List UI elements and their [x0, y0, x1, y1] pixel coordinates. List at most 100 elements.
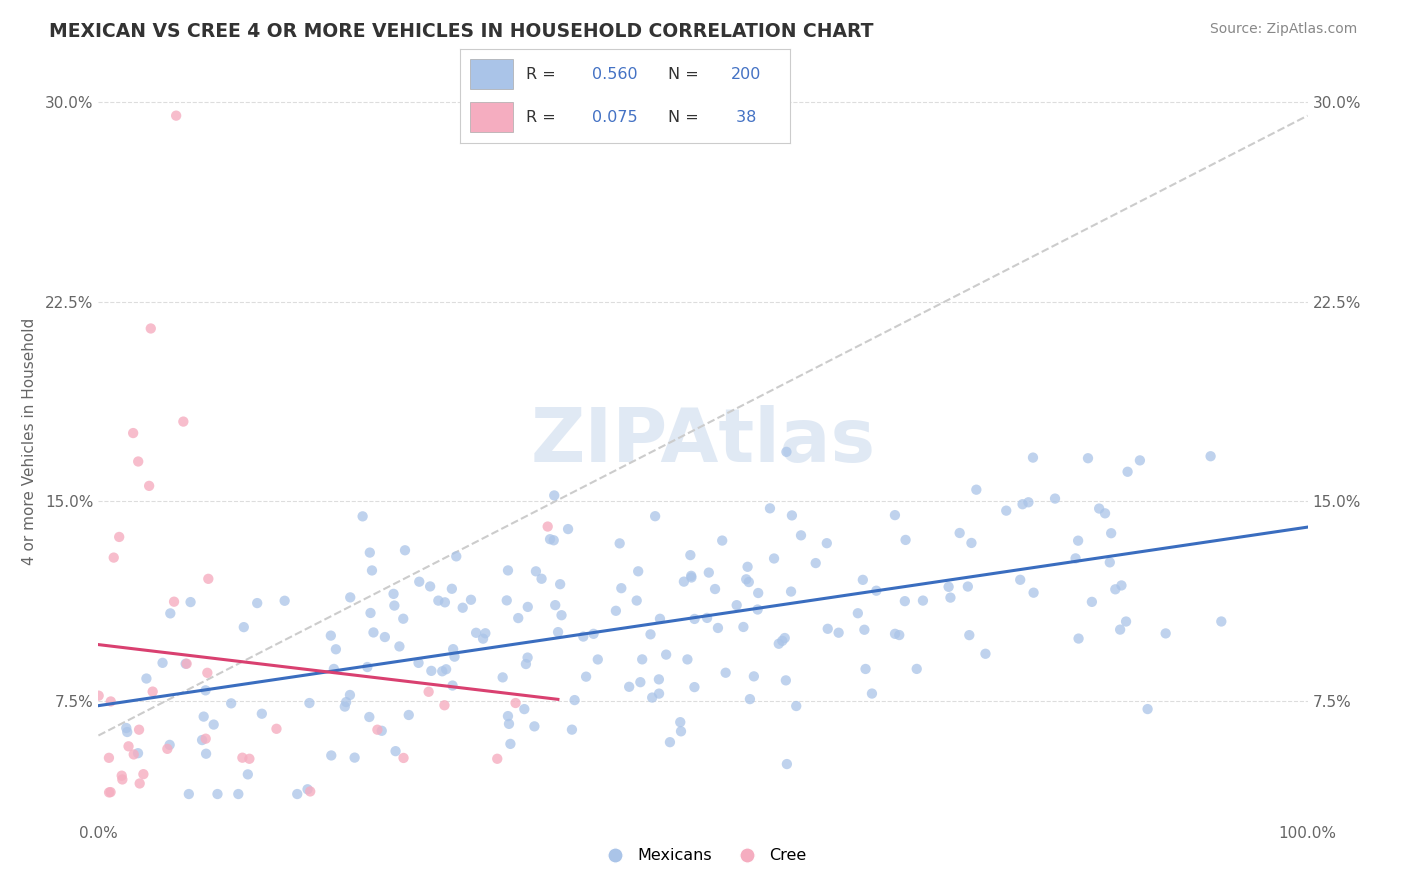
Point: [572, 630, 595, 644]
Point: [202, 717, 225, 731]
Point: [780, 584, 803, 599]
Point: [515, 657, 537, 671]
Point: [298, 696, 321, 710]
Point: [194, 683, 217, 698]
Point: [537, 519, 560, 533]
Point: [111, 769, 134, 783]
Point: [117, 739, 139, 754]
Point: [543, 488, 565, 502]
Point: [681, 569, 703, 583]
Text: 200: 200: [731, 67, 761, 82]
Point: [644, 509, 666, 524]
Point: [609, 536, 631, 550]
Point: [505, 696, 527, 710]
Text: 0.075: 0.075: [592, 110, 637, 125]
Point: [516, 599, 538, 614]
Point: [516, 650, 538, 665]
Point: [655, 648, 678, 662]
Point: [122, 425, 145, 440]
Point: [956, 580, 979, 594]
Point: [128, 723, 150, 737]
Point: [398, 708, 420, 723]
Point: [669, 715, 692, 730]
Point: [548, 577, 571, 591]
Point: [681, 570, 703, 584]
Point: [561, 723, 583, 737]
Point: [238, 752, 260, 766]
Point: [108, 530, 131, 544]
Point: [441, 679, 464, 693]
Point: [103, 550, 125, 565]
Point: [495, 593, 517, 607]
Point: [465, 625, 488, 640]
Point: [172, 415, 194, 429]
Point: [960, 536, 983, 550]
Point: [432, 665, 454, 679]
Point: [669, 724, 692, 739]
Point: [763, 551, 786, 566]
Point: [707, 621, 730, 635]
Point: [231, 750, 253, 764]
Point: [884, 508, 907, 522]
Point: [905, 662, 928, 676]
Point: [419, 579, 441, 593]
Point: [333, 699, 356, 714]
Point: [174, 657, 197, 671]
Point: [658, 735, 681, 749]
Point: [156, 742, 179, 756]
Point: [628, 675, 651, 690]
Point: [846, 606, 869, 620]
Point: [714, 665, 737, 680]
Point: [273, 594, 295, 608]
Point: [98, 785, 121, 799]
Point: [361, 564, 384, 578]
Point: [738, 692, 761, 706]
Point: [486, 752, 509, 766]
Point: [388, 640, 411, 654]
Point: [747, 586, 769, 600]
Point: [299, 784, 322, 798]
Point: [804, 556, 827, 570]
Point: [371, 723, 394, 738]
Point: [392, 751, 415, 765]
Point: [1098, 555, 1121, 569]
Point: [1109, 623, 1132, 637]
Point: [1136, 702, 1159, 716]
Point: [443, 649, 465, 664]
Point: [163, 595, 186, 609]
Point: [319, 629, 342, 643]
Point: [335, 695, 357, 709]
Point: [605, 604, 627, 618]
Point: [1211, 615, 1233, 629]
Point: [382, 599, 405, 613]
Point: [957, 628, 980, 642]
Point: [128, 776, 150, 790]
Point: [408, 656, 430, 670]
Point: [236, 767, 259, 781]
Point: [780, 508, 803, 523]
Point: [626, 593, 648, 607]
Point: [1077, 451, 1099, 466]
Point: [768, 637, 790, 651]
Point: [508, 611, 530, 625]
Point: [352, 509, 374, 524]
Point: [938, 580, 960, 594]
Point: [359, 545, 381, 559]
Point: [193, 709, 215, 723]
Point: [408, 574, 430, 589]
Point: [360, 606, 382, 620]
Point: [1116, 465, 1139, 479]
Point: [513, 702, 536, 716]
Point: [648, 673, 671, 687]
Point: [627, 564, 650, 578]
Point: [363, 625, 385, 640]
Point: [177, 787, 200, 801]
Point: [180, 595, 202, 609]
Point: [165, 109, 187, 123]
Point: [115, 721, 138, 735]
Point: [610, 581, 633, 595]
Legend: Mexicans, Cree: Mexicans, Cree: [593, 842, 813, 870]
Point: [1011, 497, 1033, 511]
Point: [1067, 533, 1090, 548]
Point: [853, 623, 876, 637]
